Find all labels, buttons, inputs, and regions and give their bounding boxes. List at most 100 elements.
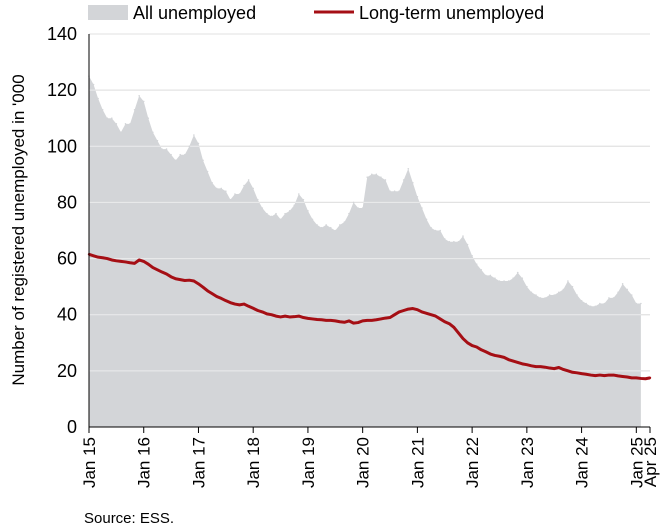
point-long-term-unemployed-8 (124, 260, 127, 264)
x-tick-label-9: Jan 24 (573, 437, 592, 488)
point-all-unemployed-69 (402, 179, 405, 181)
point-long-term-unemployed-100 (543, 366, 547, 369)
point-long-term-unemployed-87 (484, 350, 487, 353)
x-tick-label-3: Jan 18 (244, 437, 263, 488)
x-tick-label-5: Jan 20 (354, 437, 373, 488)
point-all-unemployed-108 (580, 299, 583, 302)
point-long-term-unemployed-103 (557, 366, 560, 369)
point-all-unemployed-95 (521, 277, 524, 280)
point-long-term-unemployed-62 (370, 319, 373, 322)
point-long-term-unemployed-53 (329, 319, 332, 322)
point-long-term-unemployed-69 (402, 309, 405, 312)
point-all-unemployed-6 (115, 123, 118, 125)
point-all-unemployed-34 (243, 184, 245, 187)
point-all-unemployed-14 (152, 131, 154, 134)
points-all-unemployed (88, 75, 642, 308)
point-all-unemployed-100 (544, 297, 546, 299)
point-long-term-unemployed-52 (324, 319, 328, 322)
point-long-term-unemployed-105 (566, 369, 570, 373)
point-all-unemployed-43 (284, 212, 286, 215)
point-long-term-unemployed-61 (366, 319, 369, 322)
x-tick-label-2: Jan 17 (189, 437, 208, 488)
point-all-unemployed-98 (535, 294, 537, 296)
point-long-term-unemployed-114 (607, 373, 611, 377)
point-all-unemployed-37 (256, 198, 259, 201)
point-long-term-unemployed-67 (393, 313, 396, 316)
y-tick-label-80: 80 (57, 192, 77, 212)
point-all-unemployed-83 (466, 243, 469, 246)
point-long-term-unemployed-75 (429, 313, 433, 316)
point-long-term-unemployed-22 (188, 278, 191, 282)
point-all-unemployed-87 (485, 274, 487, 277)
point-long-term-unemployed-45 (293, 315, 296, 318)
point-all-unemployed-76 (434, 229, 437, 232)
point-long-term-unemployed-108 (580, 372, 583, 375)
point-long-term-unemployed-24 (197, 282, 200, 286)
point-all-unemployed-15 (156, 139, 159, 142)
point-all-unemployed-88 (489, 274, 492, 277)
point-all-unemployed-73 (421, 207, 423, 209)
y-tick-label-120: 120 (47, 80, 77, 100)
point-long-term-unemployed-78 (443, 320, 446, 323)
point-long-term-unemployed-43 (283, 314, 287, 318)
point-all-unemployed-68 (398, 190, 400, 192)
point-all-unemployed-19 (174, 159, 177, 162)
point-all-unemployed-40 (270, 215, 273, 218)
point-long-term-unemployed-70 (407, 307, 410, 311)
point-long-term-unemployed-115 (612, 373, 615, 377)
point-long-term-unemployed-89 (493, 354, 497, 357)
point-all-unemployed-62 (370, 173, 373, 176)
point-long-term-unemployed-32 (233, 302, 237, 306)
point-long-term-unemployed-31 (229, 301, 232, 304)
x-tick-labels: Jan 15 Jan 16 Jan 17 Jan 18 Jan 19 Jan 20 Jan … (80, 427, 660, 488)
x-tick-label-0: Jan 15 (80, 437, 99, 488)
point-long-term-unemployed-16 (160, 270, 164, 274)
point-long-term-unemployed-111 (594, 374, 597, 377)
point-all-unemployed-36 (252, 187, 254, 190)
point-long-term-unemployed-14 (151, 266, 155, 269)
source-note: Source: ESS. (84, 510, 175, 527)
point-long-term-unemployed-11 (137, 258, 141, 262)
y-tick-labels: 0 20 40 60 80 100 120 140 (47, 24, 77, 437)
point-long-term-unemployed-55 (338, 320, 342, 323)
point-all-unemployed-45 (293, 204, 296, 207)
point-all-unemployed-118 (626, 288, 628, 291)
point-all-unemployed-116 (617, 291, 619, 294)
point-all-unemployed-52 (325, 224, 327, 226)
point-all-unemployed-101 (548, 294, 551, 296)
y-tick-label-0: 0 (67, 417, 77, 437)
point-long-term-unemployed-28 (215, 295, 218, 298)
point-all-unemployed-31 (229, 198, 232, 201)
point-all-unemployed-25 (202, 159, 204, 162)
point-all-unemployed-77 (439, 229, 442, 232)
point-long-term-unemployed-117 (621, 375, 624, 378)
point-long-term-unemployed-101 (548, 366, 551, 370)
point-long-term-unemployed-17 (165, 272, 168, 276)
point-all-unemployed-89 (494, 277, 496, 280)
point-all-unemployed-8 (124, 123, 127, 125)
point-long-term-unemployed-107 (575, 371, 579, 375)
point-all-unemployed-59 (357, 207, 359, 209)
point-long-term-unemployed-73 (420, 310, 424, 314)
point-long-term-unemployed-71 (411, 307, 415, 310)
line-long-term-unemployed (88, 252, 651, 381)
point-long-term-unemployed-19 (174, 277, 177, 280)
point-long-term-unemployed-6 (115, 259, 118, 263)
point-all-unemployed-20 (179, 153, 182, 156)
point-long-term-unemployed-99 (539, 365, 542, 368)
point-all-unemployed-109 (585, 302, 587, 305)
point-long-term-unemployed-82 (461, 337, 465, 340)
point-long-term-unemployed-50 (315, 318, 319, 321)
point-all-unemployed-99 (539, 297, 542, 299)
point-all-unemployed-85 (475, 263, 478, 265)
point-all-unemployed-51 (320, 226, 323, 229)
point-all-unemployed-56 (343, 221, 346, 223)
x-tick-label-7: Jan 22 (463, 437, 482, 488)
point-all-unemployed-120 (635, 302, 638, 305)
point-long-term-unemployed-84 (470, 344, 474, 347)
point-long-term-unemployed-98 (534, 365, 538, 368)
point-all-unemployed-74 (425, 218, 428, 221)
point-all-unemployed-12 (142, 100, 145, 103)
point-long-term-unemployed-66 (388, 316, 392, 319)
point-all-unemployed-39 (266, 212, 268, 215)
